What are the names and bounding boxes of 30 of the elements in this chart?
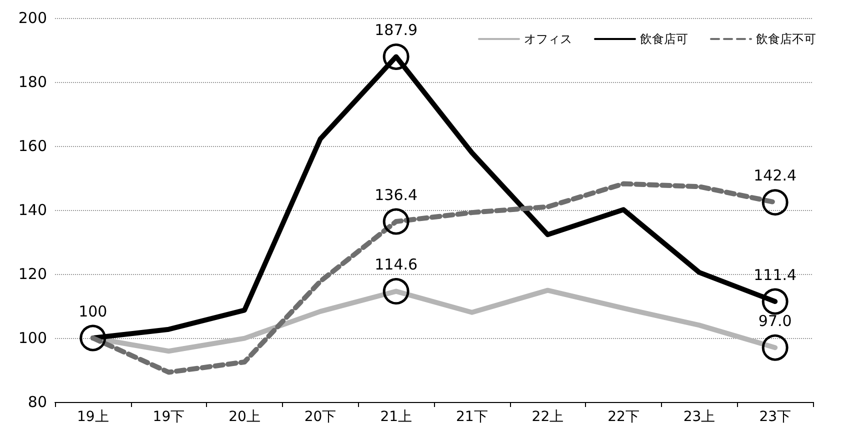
y-tick-label: 100 <box>18 329 47 347</box>
data-label: 187.9 <box>374 20 418 39</box>
data-label: 111.4 <box>754 266 797 284</box>
x-tick-label: 22下 <box>608 409 640 424</box>
data-label: 114.6 <box>374 256 418 274</box>
x-tick-label: 23上 <box>683 409 716 424</box>
y-tick-label: 140 <box>18 201 47 219</box>
legend-label: 飲食店可 <box>640 32 688 46</box>
data-label: 142.4 <box>754 166 797 185</box>
x-tick-label: 19下 <box>152 409 185 424</box>
data-label: 97.0 <box>758 312 792 330</box>
point <box>382 43 410 70</box>
point <box>762 288 788 315</box>
x-tick-label: 20上 <box>228 409 260 424</box>
y-tick-label: 120 <box>18 265 47 283</box>
x-tick-label: 19上 <box>76 409 109 424</box>
y-tick-label: 200 <box>18 9 47 27</box>
point <box>80 324 106 352</box>
x-tick-label: 21下 <box>456 409 488 424</box>
x-tick-label: 21上 <box>380 409 412 424</box>
data-label: 136.4 <box>374 186 418 204</box>
legend-label: 飲食店不可 <box>756 32 816 46</box>
y-tick-label: 160 <box>18 137 47 155</box>
y-tick-label: 80 <box>28 393 47 411</box>
data-label: 100 <box>78 302 108 320</box>
x-tick-label: 20下 <box>304 409 336 424</box>
y-tick-label: 180 <box>18 73 47 91</box>
x-tick-label: 23下 <box>759 409 792 424</box>
x-tick-label: 22上 <box>532 409 564 424</box>
legend-label: オフィス <box>524 32 572 46</box>
